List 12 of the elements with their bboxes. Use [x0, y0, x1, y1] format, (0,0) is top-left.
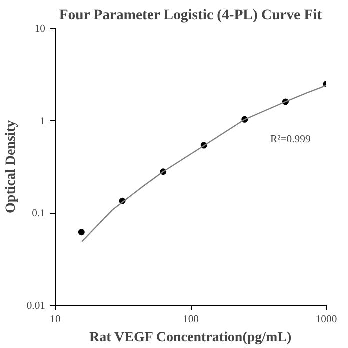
y-tick-label: 1 — [40, 116, 46, 128]
point — [78, 229, 85, 236]
annotation: R²=0.999 — [270, 134, 311, 146]
y-tick-label: 10 — [34, 24, 46, 35]
x-axis-title: Rat VEGF Concentration(pg/mL) — [90, 330, 292, 346]
x-tick-label: 100 — [183, 314, 199, 326]
x-tick-label: 10 — [50, 314, 61, 326]
y-tick-label: 0.1 — [32, 208, 46, 220]
y-tick-label: 0.01 — [26, 301, 46, 312]
chart-title: Four Parameter Logistic (4-PL) Curve Fit — [59, 8, 322, 24]
x-tick-label: 1000 — [316, 314, 338, 326]
y-axis-title: Optical Density — [4, 120, 19, 214]
